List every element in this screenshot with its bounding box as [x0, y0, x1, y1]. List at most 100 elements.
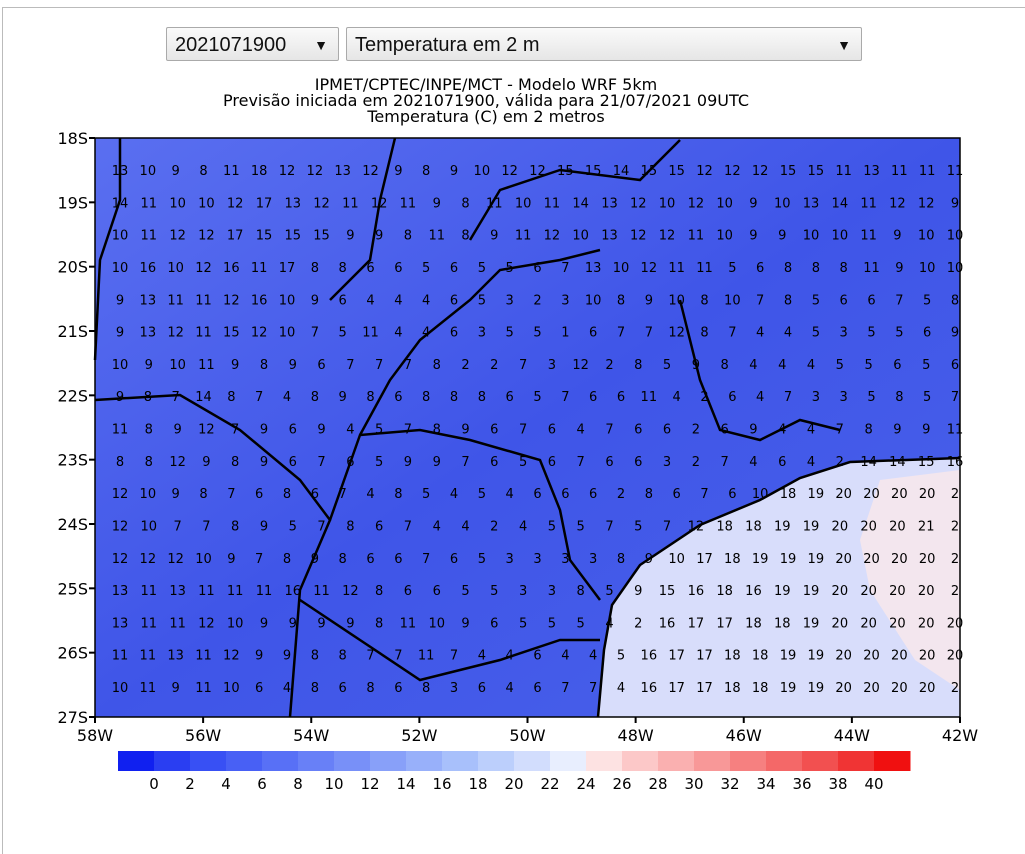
- grid-value: 3: [506, 552, 514, 567]
- grid-value: 11: [167, 293, 184, 308]
- grid-value: 7: [422, 552, 430, 567]
- grid-value: 6: [317, 358, 325, 373]
- grid-value: 8: [231, 519, 239, 534]
- grid-value: 6: [490, 423, 498, 438]
- grid-value: 8: [339, 649, 347, 664]
- grid-value: 20: [860, 519, 877, 534]
- grid-value: 13: [284, 196, 301, 211]
- grid-value: 14: [572, 196, 589, 211]
- grid-value: 12: [223, 293, 240, 308]
- grid-value: 12: [169, 455, 186, 470]
- colorbar-label: 40: [864, 775, 883, 793]
- grid-value: 7: [202, 519, 210, 534]
- grid-value: 16: [641, 649, 658, 664]
- grid-value: 10: [169, 358, 186, 373]
- grid-value: 6: [404, 584, 412, 599]
- grid-value: 11: [362, 326, 379, 341]
- grid-value: 15: [557, 164, 574, 179]
- grid-value: 11: [198, 358, 215, 373]
- colorbar-swatch: [658, 751, 695, 771]
- grid-value: 12: [198, 423, 215, 438]
- grid-value: 10: [774, 196, 791, 211]
- grid-value: 9: [116, 293, 124, 308]
- grid-value: 3: [840, 326, 848, 341]
- grid-value: 11: [688, 229, 705, 244]
- grid-value: 5: [478, 487, 486, 502]
- grid-value: 12: [140, 552, 157, 567]
- grid-value: 2: [951, 487, 959, 502]
- grid-value: 6: [394, 552, 402, 567]
- grid-value: 2: [951, 584, 959, 599]
- grid-value: 9: [311, 293, 319, 308]
- grid-value: 6: [346, 455, 354, 470]
- grid-value: 5: [867, 326, 875, 341]
- grid-value: 7: [255, 552, 263, 567]
- grid-value: 12: [169, 229, 186, 244]
- grid-value: 20: [832, 519, 849, 534]
- grid-value: 5: [339, 326, 347, 341]
- grid-value: 13: [863, 164, 880, 179]
- grid-value: 4: [673, 390, 681, 405]
- grid-value: 1: [561, 326, 569, 341]
- grid-value: 5: [605, 584, 613, 599]
- grid-value: 18: [716, 519, 733, 534]
- grid-value: 7: [317, 519, 325, 534]
- grid-value: 12: [752, 164, 769, 179]
- colorbar-swatch: [514, 751, 551, 771]
- grid-value: 6: [394, 681, 402, 696]
- grid-value: 19: [774, 584, 791, 599]
- x-axis-label: 44W: [834, 726, 870, 745]
- grid-value: 11: [256, 584, 273, 599]
- grid-value: 9: [260, 519, 268, 534]
- grid-value: 6: [490, 455, 498, 470]
- grid-value: 13: [601, 196, 618, 211]
- grid-value: 5: [577, 519, 585, 534]
- grid-value: 8: [144, 390, 152, 405]
- grid-value: 8: [617, 552, 625, 567]
- grid-value: 3: [561, 293, 569, 308]
- grid-value: 5: [548, 616, 556, 631]
- grid-value: 4: [422, 293, 430, 308]
- field-select[interactable]: Temperatura em 2 m ▼: [346, 27, 862, 61]
- grid-value: 14: [112, 196, 129, 211]
- grid-value: 12: [918, 196, 935, 211]
- grid-value: 10: [474, 164, 491, 179]
- grid-value: 5: [836, 358, 844, 373]
- grid-value: 5: [422, 487, 430, 502]
- grid-value: 8: [895, 390, 903, 405]
- grid-value: 6: [867, 293, 875, 308]
- grid-value: 11: [400, 196, 417, 211]
- colorbar-swatch: [154, 751, 191, 771]
- grid-value: 7: [728, 326, 736, 341]
- grid-value: 9: [893, 423, 901, 438]
- grid-value: 8: [231, 455, 239, 470]
- grid-value: 10: [919, 261, 936, 276]
- run-select[interactable]: 2021071900 ▼: [166, 27, 339, 61]
- grid-value: 8: [366, 681, 374, 696]
- grid-value: 8: [478, 390, 486, 405]
- x-axis-label: 58W: [77, 726, 113, 745]
- grid-value: 12: [313, 196, 330, 211]
- grid-value: 9: [260, 616, 268, 631]
- grid-value: 9: [645, 293, 653, 308]
- colorbar-label: 38: [828, 775, 847, 793]
- grid-value: 8: [840, 261, 848, 276]
- grid-value: 9: [433, 196, 441, 211]
- grid-value: 19: [780, 649, 797, 664]
- grid-value: 7: [231, 423, 239, 438]
- grid-value: 12: [167, 326, 184, 341]
- grid-value: 10: [724, 293, 741, 308]
- grid-value: 11: [860, 229, 877, 244]
- grid-value: 8: [311, 390, 319, 405]
- grid-value: 7: [450, 649, 458, 664]
- grid-value: 5: [812, 293, 820, 308]
- grid-value: 11: [641, 390, 658, 405]
- grid-value: 5: [490, 584, 498, 599]
- grid-value: 6: [450, 552, 458, 567]
- grid-value: 9: [450, 164, 458, 179]
- grid-value: 9: [227, 552, 235, 567]
- grid-value: 18: [752, 649, 769, 664]
- grid-value: 4: [756, 326, 764, 341]
- grid-value: 9: [490, 229, 498, 244]
- grid-value: 11: [863, 261, 880, 276]
